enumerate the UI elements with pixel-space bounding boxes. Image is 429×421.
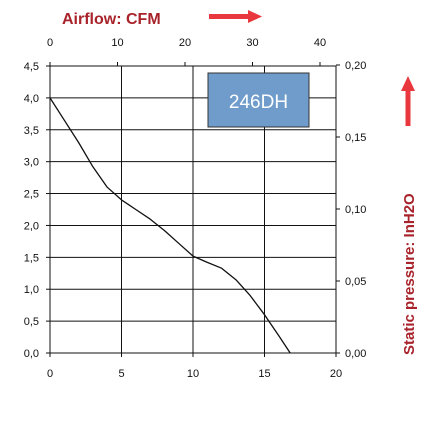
y-left-tick-label: 0,0: [24, 348, 39, 360]
performance-curve-line: [49, 97, 291, 354]
y-left-tick-label: 2,0: [24, 220, 39, 232]
x-top-tick-label: 0: [47, 37, 53, 49]
y-left-tick-label: 4,0: [24, 93, 39, 105]
top-x-axis: 0 10 20 30 40: [47, 37, 326, 66]
x-top-tick-label: 30: [246, 37, 258, 49]
y-left-tick-label: 1,5: [24, 252, 39, 264]
y-left-tick-label: 1,0: [24, 284, 39, 296]
bottom-x-axis: 0 5 10 15 20: [47, 353, 342, 380]
y-left-tick-label: 3,5: [24, 125, 39, 137]
airflow-arrow-icon: [209, 10, 262, 23]
x-bottom-tick-label: 0: [47, 368, 53, 380]
y-left-tick-label: 0,5: [24, 316, 39, 328]
x-top-tick-label: 10: [111, 37, 123, 49]
y-right-tick-label: 0,00: [345, 348, 366, 360]
x-bottom-tick-label: 5: [118, 368, 124, 380]
y-left-tick-label: 2,5: [24, 189, 39, 201]
right-y-axis: 0,00 0,05 0,10 0,15 0,20: [336, 60, 366, 360]
y-right-tick-label: 0,05: [345, 276, 366, 288]
x-bottom-tick-label: 15: [258, 368, 270, 380]
y-right-tick-label: 0,10: [345, 204, 366, 216]
pressure-arrow-icon: [401, 76, 415, 126]
model-label: 246DH: [229, 92, 288, 113]
left-y-axis: 0,0 0,5 1,0 1,5 2,0 2,5 3,0 3,5 4,0 4,5: [24, 61, 50, 360]
static-pressure-axis-group: Static pressure: InH2O: [401, 193, 418, 355]
series-group: [49, 97, 291, 354]
y-left-tick-label: 3,0: [24, 157, 39, 169]
y-right-tick-label: 0,15: [345, 132, 366, 144]
model-label-box: 246DH: [207, 72, 310, 128]
y-right-tick-label: 0,20: [345, 60, 366, 72]
x-top-tick-label: 20: [179, 37, 191, 49]
y-left-tick-label: 4,5: [24, 61, 39, 73]
static-pressure-axis-title: Static pressure: InH2O: [401, 193, 418, 355]
x-top-tick-label: 40: [314, 37, 326, 49]
x-bottom-tick-label: 10: [187, 368, 199, 380]
x-bottom-tick-label: 20: [330, 368, 342, 380]
airflow-axis-title: Airflow: CFM: [62, 11, 161, 28]
